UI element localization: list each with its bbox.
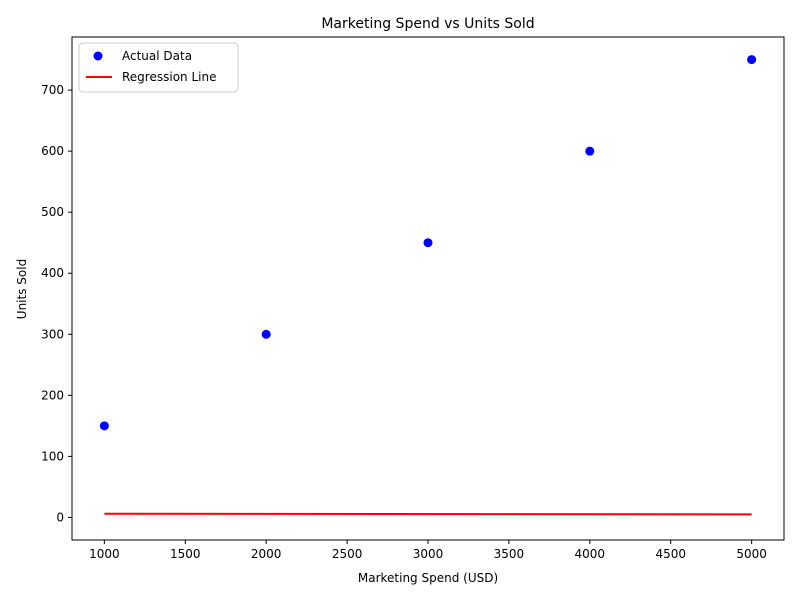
data-point [261,329,271,339]
y-tick-label: 600 [41,144,64,158]
x-axis-label: Marketing Spend (USD) [358,571,498,585]
x-tick-label: 1000 [89,547,120,561]
y-tick-label: 500 [41,205,64,219]
legend: Actual Data Regression Line [78,42,239,93]
y-tick-label: 400 [41,266,64,280]
x-tick-label: 2000 [251,547,282,561]
legend-frame [78,42,239,93]
legend-marker-actual-data [93,51,103,61]
x-tick-label: 5000 [736,547,767,561]
x-tick-label: 3500 [494,547,525,561]
y-tick-label: 0 [56,510,64,524]
x-tick-label: 1500 [170,547,201,561]
y-tick-label: 700 [41,83,64,97]
data-point [99,421,109,431]
y-tick-label: 200 [41,388,64,402]
plot-area: 1000 1500 2000 2500 3000 3500 4000 4500 5000 0 100… [41,36,785,561]
y-tick-label: 300 [41,327,64,341]
x-tick-label: 4000 [575,547,606,561]
chart-title: Marketing Spend vs Units Sold [321,16,534,32]
data-point [747,55,757,65]
x-tick-label: 4500 [655,547,686,561]
legend-label-regression-line: Regression Line [122,70,216,84]
y-axis-label: Units Sold [15,259,29,319]
legend-label-actual-data: Actual Data [122,49,192,63]
data-point [585,146,595,156]
data-point [423,238,433,248]
x-tick-label: 3000 [413,547,444,561]
regression-line [104,512,752,516]
x-tick-label: 2500 [332,547,363,561]
y-tick-label: 100 [41,449,64,463]
